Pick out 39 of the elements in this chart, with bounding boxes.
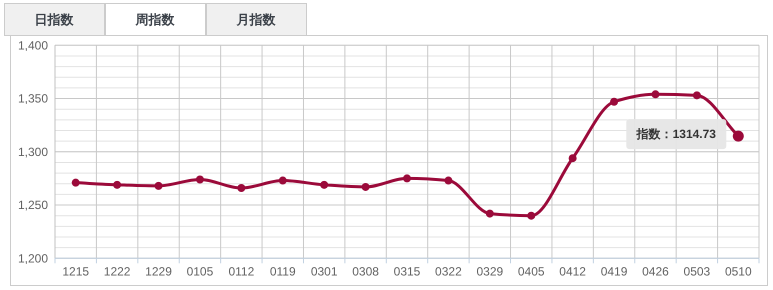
point: [651, 90, 660, 98]
y-tick-label: 1,250: [18, 198, 48, 212]
point: [692, 91, 701, 100]
x-tick-label: 0510: [724, 264, 752, 278]
point: [362, 182, 370, 191]
point: [320, 180, 328, 189]
x-tick-label: 1229: [145, 264, 172, 278]
x-tick-label: 0419: [600, 264, 628, 278]
x-tick-label: 0329: [476, 264, 504, 278]
point: [610, 98, 618, 106]
annotation: 指数：1314.73: [636, 127, 716, 142]
point: [527, 212, 536, 220]
point: [113, 180, 122, 189]
x-tick-label: 0112: [228, 264, 255, 278]
point: [403, 174, 411, 182]
x-tick-label: 1215: [62, 264, 90, 278]
point: [568, 154, 577, 162]
x-tick-label: 0119: [270, 264, 296, 278]
point: [444, 176, 452, 185]
point: [196, 175, 204, 184]
y-tick-label: 1,400: [18, 38, 48, 52]
x-tick-label: 0315: [394, 264, 421, 278]
y-tick-label: 1,300: [18, 144, 48, 159]
point: [72, 178, 80, 187]
x-tick-label: 0412: [559, 264, 586, 278]
x-tick-label: 0308: [352, 264, 380, 278]
x-tick-label: 0105: [186, 264, 214, 278]
y-tick-label: 1,350: [18, 92, 48, 106]
point: [486, 210, 494, 218]
point: [154, 182, 163, 190]
x-tick-label: 1222: [104, 264, 131, 278]
x-tick-label: 0426: [642, 264, 670, 278]
point: [237, 184, 246, 192]
y-tick-label: 1,200: [18, 251, 48, 266]
x-tick-label: 0405: [518, 264, 545, 278]
x-tick-label: 0503: [684, 264, 711, 278]
x-tick-label: 0301: [310, 264, 338, 278]
x-tick-label: 0322: [435, 264, 462, 278]
point: [278, 176, 287, 185]
